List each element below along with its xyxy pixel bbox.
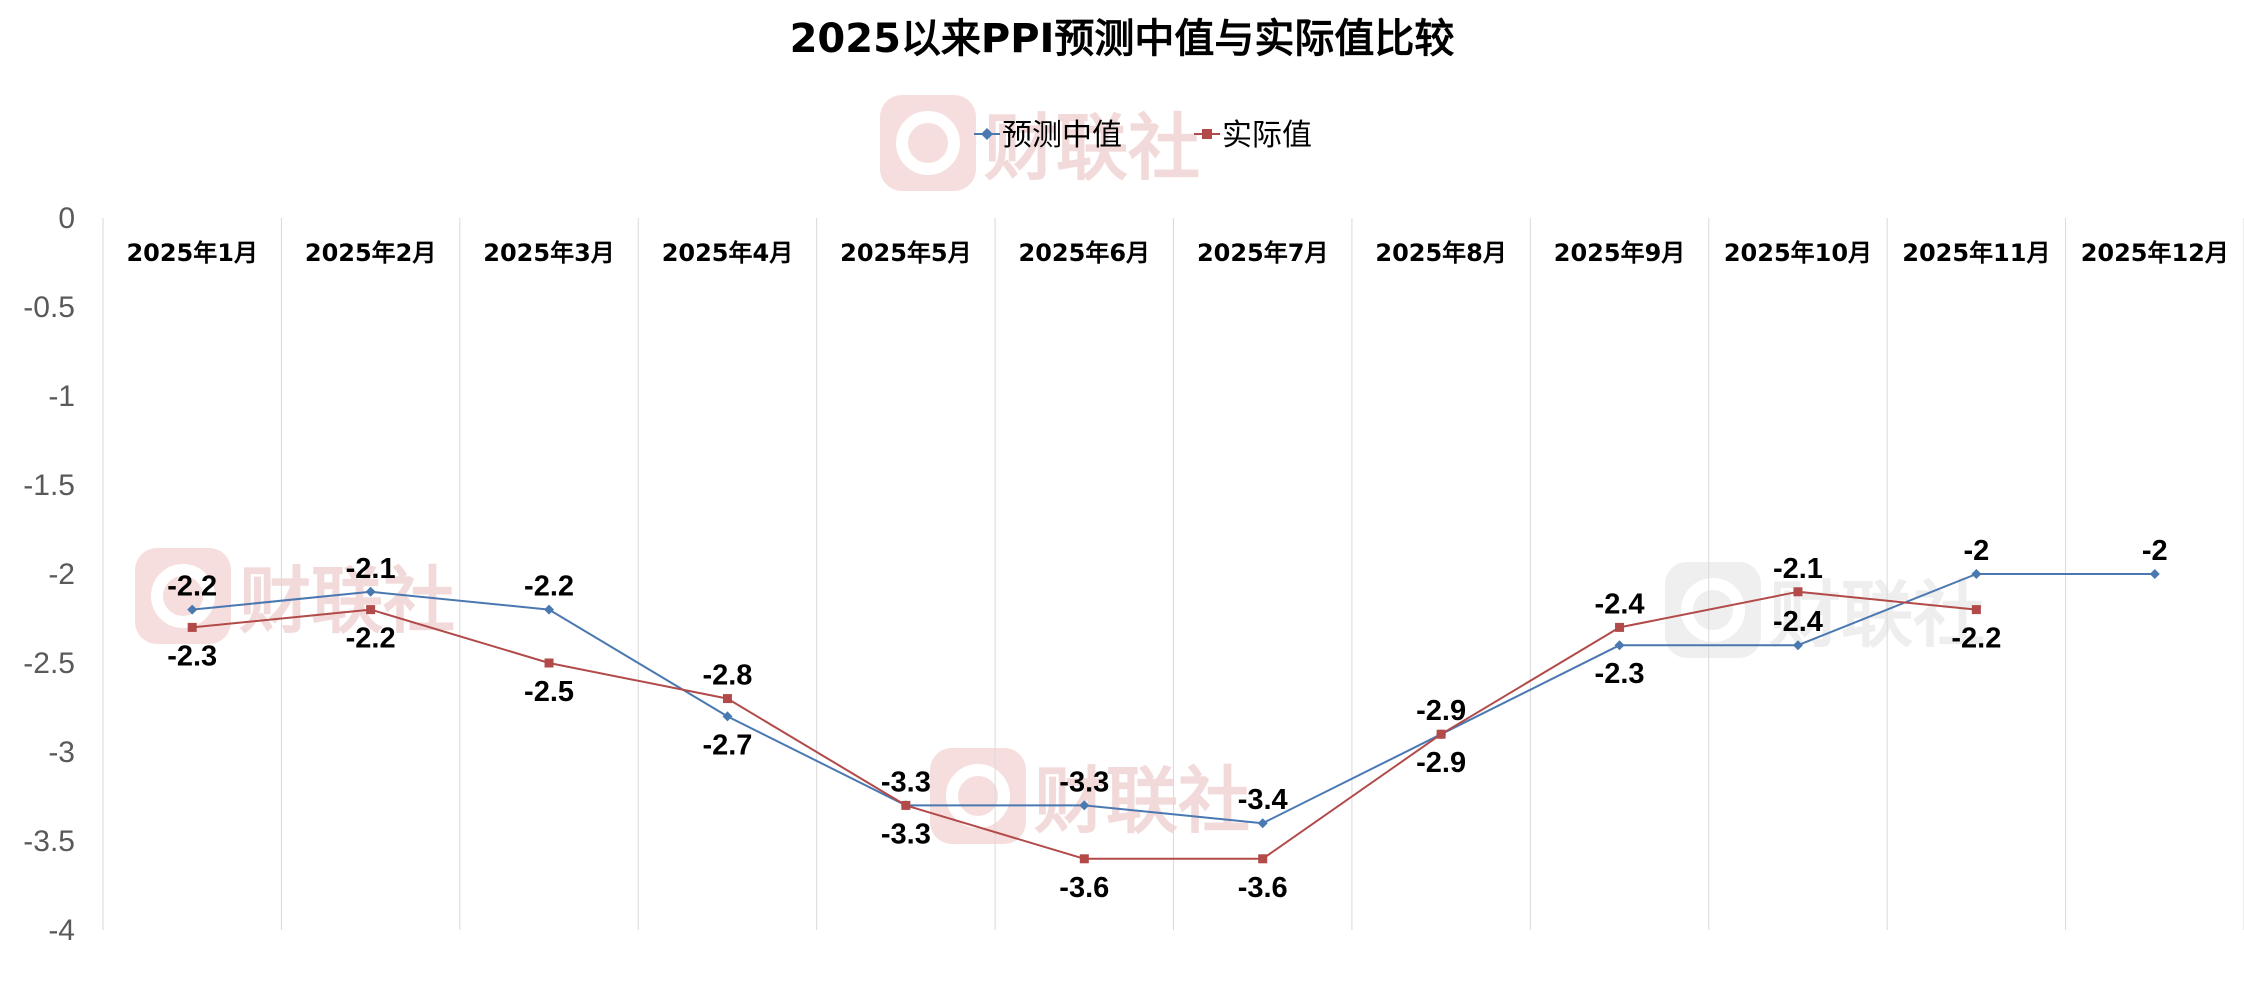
forecast-point [187,604,198,615]
x-axis-ticks: 2025年1月 2025年2月 2025年3月 2025年4月 2025年5月 2025年… [126,239,2228,267]
gridlines [102,218,2244,930]
forecast-point [2149,569,2160,579]
legend-label: 实际值 [1222,118,1312,153]
actual-data-label: -2.9 [1416,747,1466,779]
forecast-data-label: -2.4 [1773,606,1823,638]
actual-point [544,658,554,668]
actual-data-label: -3.3 [881,818,931,850]
actual-data-label: -2.8 [702,660,752,692]
watermark-text: 财联社 [984,106,1200,190]
series-markers [187,569,2160,864]
forecast-point [1257,818,1268,829]
actual-data-label: -2.3 [167,640,217,672]
forecast-data-label: -2.2 [167,571,217,603]
x-tick-label: 2025年8月 [1375,239,1507,267]
watermark-logo-ring-icon [1681,578,1745,642]
y-tick-label: -0.5 [23,291,75,324]
x-tick-label: 2025年9月 [1554,239,1686,267]
watermark-top: 财联社 [880,95,1200,191]
x-tick-label: 2025年5月 [840,239,972,267]
watermark-left: 财联社 [135,548,455,644]
forecast-point [1079,800,1090,811]
watermark-right: 财联社 [1665,562,1985,658]
forecast-data-label: -3.4 [1238,784,1288,816]
watermark-text: 财联社 [1034,759,1250,843]
watermark-logo-icon [1665,562,1761,658]
x-tick-label: 2025年6月 [1019,239,1151,267]
x-tick-label: 2025年1月 [126,239,258,267]
watermark-logo-ring-icon [896,111,960,175]
x-tick-label: 2025年12月 [2081,239,2229,267]
actual-point [722,694,732,704]
y-tick-label: 0 [58,202,75,235]
watermark-logo-ring-icon [946,764,1010,828]
y-tick-label: -2 [48,558,75,591]
actual-data-label: -3.6 [1238,872,1288,904]
forecast-point [365,586,376,597]
x-tick-label: 2025年7月 [1197,239,1329,267]
forecast-point [1792,640,1803,651]
x-tick-label: 2025年4月 [662,239,794,267]
actual-data-label: -2.1 [1773,553,1823,585]
actual-point [187,622,197,632]
forecast-data-label: -3.3 [881,766,931,798]
forecast-data-label: -2.7 [702,729,752,761]
actual-data-label: -3.6 [1059,872,1109,904]
y-tick-label: -2.5 [23,647,75,680]
actual-point [1436,729,1446,739]
actual-point [901,800,911,810]
actual-data-label: -2.2 [346,623,396,655]
watermark-logo-icon [880,95,976,191]
forecast-data-label: -2.3 [1595,658,1645,690]
forecast-data-label: -2.1 [346,553,396,585]
watermark-logo-icon [930,748,1026,844]
actual-point [1258,854,1268,864]
y-tick-label: -1 [48,380,75,413]
actual-point [366,605,376,615]
chart-title: 2025以来PPI预测中值与实际值比较 [790,16,1455,62]
legend-diamond-icon [981,128,993,140]
data-labels: -2.2 -2.1 -2.2 -2.7 -3.3 -3.3 -3.4 -2.9 -2.3 -2.4… [167,535,2167,904]
legend-square-icon [1202,129,1212,139]
forecast-data-label: -2.9 [1416,695,1466,727]
actual-point [1079,854,1089,864]
x-tick-label: 2025年10月 [1724,239,1872,267]
forecast-point [722,711,733,722]
y-axis-ticks: 0 -0.5 -1 -1.5 -2 -2.5 -3 -3.5 -4 [23,202,75,947]
actual-data-label: -2.2 [1951,623,2001,655]
watermark-logo-icon [135,548,231,644]
forecast-point [1614,640,1625,651]
legend-label: 预测中值 [1002,118,1122,153]
forecast-data-label: -3.3 [1059,766,1109,798]
legend-item-actual: 实际值 [1194,118,1312,153]
forecast-data-label: -2 [1963,535,1989,567]
legend-item-forecast: 预测中值 [974,118,1122,153]
y-tick-label: -4 [48,914,75,947]
x-tick-label: 2025年11月 [1902,239,2050,267]
y-tick-label: -3.5 [23,825,75,858]
series-line-forecast [192,573,2155,825]
x-tick-label: 2025年3月 [483,239,615,267]
legend: 预测中值 实际值 [974,118,1312,153]
watermark-logo-ring-icon [151,564,215,628]
y-tick-label: -3 [48,736,75,769]
actual-point [1793,587,1803,597]
actual-data-label: -2.4 [1595,588,1645,620]
actual-point [1615,622,1625,632]
forecast-data-label: -2 [2142,535,2168,567]
actual-data-label: -2.5 [524,676,574,708]
x-tick-label: 2025年2月 [305,239,437,267]
y-tick-label: -1.5 [23,469,75,502]
forecast-point [1971,569,1982,579]
actual-point [1971,605,1981,615]
forecast-point [544,604,555,615]
forecast-data-label: -2.2 [524,571,574,603]
